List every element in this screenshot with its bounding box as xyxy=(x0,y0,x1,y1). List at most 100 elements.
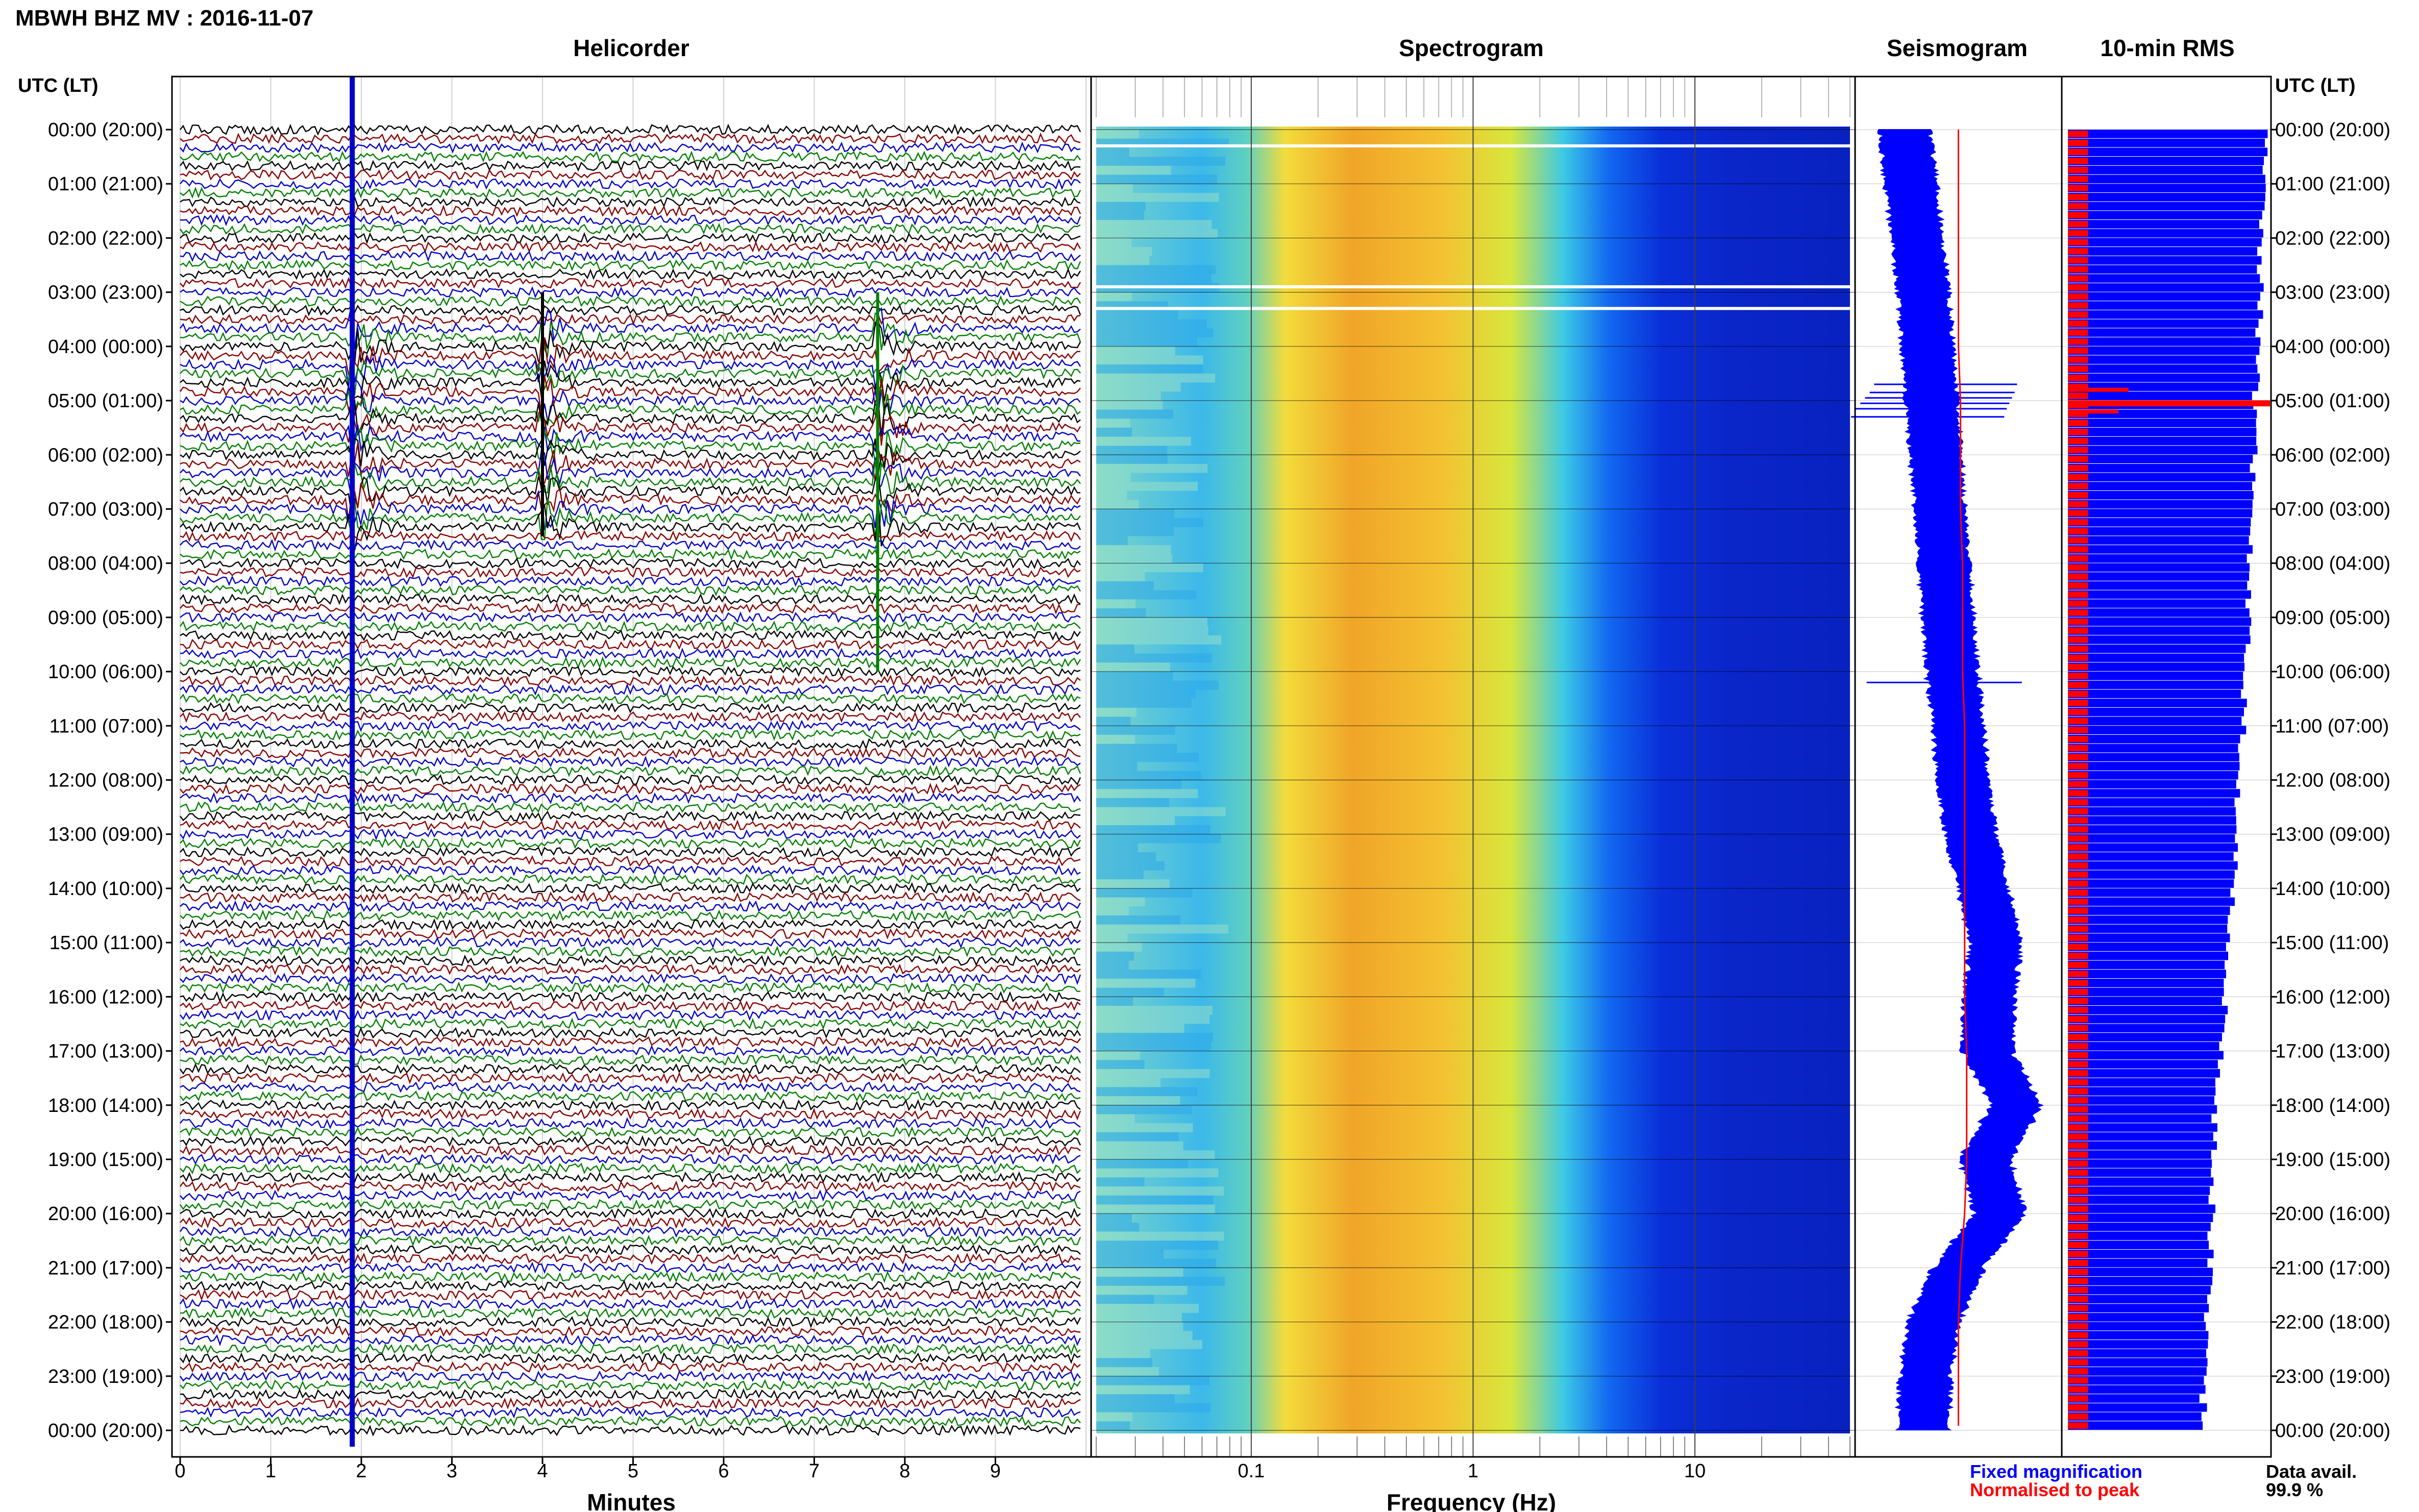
helicorder-trace xyxy=(180,1099,1081,1111)
helicorder-trace xyxy=(180,1406,1081,1419)
rms-fixed-bar xyxy=(2068,581,2248,590)
helicorder-trace xyxy=(180,999,1081,1012)
rms-normalised-bar xyxy=(2068,934,2088,941)
hour-tick-label-left: 12:00 (08:00) xyxy=(48,770,163,791)
spectrogram-texture-row xyxy=(1096,247,1152,256)
hour-tick-label-left: 21:00 (17:00) xyxy=(48,1257,163,1279)
rms-normalised-bar xyxy=(2068,781,2088,788)
spectrogram-texture-row xyxy=(1096,1331,1193,1340)
spectrogram-texture-row xyxy=(1096,1006,1213,1015)
spectrogram-texture-row xyxy=(1096,1195,1214,1205)
rms-fixed-bar xyxy=(2068,987,2224,997)
helicorder-trace xyxy=(180,337,1081,376)
rms-normalised-bar xyxy=(2068,1422,2088,1429)
spectrogram-texture-row xyxy=(1096,680,1219,690)
rms-fixed-bar xyxy=(2068,1376,2204,1385)
hour-tick-label-right: 13:00 (09:00) xyxy=(2275,824,2390,846)
helicorder-trace xyxy=(180,638,1081,651)
rms-normalised-bar xyxy=(2068,1341,2088,1348)
rms-normalised-bar xyxy=(2068,1070,2088,1077)
spectrogram-texture-row xyxy=(1096,572,1145,582)
helicorder-trace xyxy=(180,1180,1081,1193)
rms-fixed-bar xyxy=(2068,1123,2217,1132)
helicorder-trace xyxy=(180,828,1081,840)
rms-normalised-bar xyxy=(2068,158,2088,164)
spectrogram-texture-row xyxy=(1096,500,1139,509)
rms-fixed-bar xyxy=(2068,1014,2226,1024)
hour-tick-label-right: 19:00 (15:00) xyxy=(2275,1149,2390,1171)
helicorder-trace xyxy=(180,1135,1081,1148)
rms-fixed-bar xyxy=(2068,943,2226,951)
rms-fixed-bar xyxy=(2068,789,2240,798)
spectrogram-texture-row xyxy=(1096,202,1146,211)
rms-normalised-bar xyxy=(2068,1313,2088,1321)
hour-tick-label-right: 15:00 (11:00) xyxy=(2275,932,2389,954)
spectrogram-texture-row xyxy=(1096,184,1133,193)
rms-normalised-bar xyxy=(2068,275,2088,282)
helicorder-trace xyxy=(180,123,1081,136)
rms-normalised-bar xyxy=(2068,266,2088,273)
helicorder-trace xyxy=(180,936,1081,949)
legend-fixed: Fixed magnification xyxy=(1970,1461,2142,1482)
frequency-tick-label: 10 xyxy=(1684,1460,1706,1482)
hour-tick-label-left: 15:00 (11:00) xyxy=(50,932,163,954)
rms-normalised-bar xyxy=(2068,483,2088,490)
spectrogram-texture-row xyxy=(1096,292,1132,302)
hour-tick-label-left: 00:00 (20:00) xyxy=(48,1420,163,1442)
rms-normalised-bar xyxy=(2068,374,2088,381)
helicorder-trace xyxy=(180,1018,1081,1030)
spectrogram-texture-row xyxy=(1096,491,1127,500)
rms-normalised-bar xyxy=(2068,148,2088,156)
helicorder-trace xyxy=(180,1107,1081,1121)
minute-tick-label: 3 xyxy=(447,1460,457,1482)
minute-tick-label: 8 xyxy=(899,1460,910,1482)
rms-normalised-bar xyxy=(2068,790,2088,797)
spectrogram-texture-row xyxy=(1096,401,1163,410)
rms-fixed-bar xyxy=(2068,970,2227,978)
rms-normalised-bar xyxy=(2068,492,2088,499)
spectrogram-texture-row xyxy=(1096,165,1171,175)
helicorder-trace xyxy=(180,954,1081,967)
spectrogram-texture-row xyxy=(1096,527,1174,536)
rms-fixed-bar xyxy=(2068,617,2252,626)
spectrogram-texture-row xyxy=(1096,1304,1199,1313)
spectrogram-texture-row xyxy=(1096,445,1168,455)
hour-tick-label-right: 22:00 (18:00) xyxy=(2275,1312,2390,1333)
rms-normalised-bar xyxy=(2068,1079,2088,1086)
rms-fixed-bar xyxy=(2068,753,2239,762)
hour-tick-label-right: 20:00 (16:00) xyxy=(2275,1203,2390,1225)
spectrogram-texture-row xyxy=(1096,1132,1179,1142)
rms-normalised-bar xyxy=(2068,437,2088,444)
rms-normalised-bar xyxy=(2068,690,2088,698)
hour-tick-label-left: 05:00 (01:00) xyxy=(48,390,163,412)
rms-normalised-bar xyxy=(2068,1350,2088,1357)
rms-fixed-bar xyxy=(2068,852,2234,861)
spectrogram-texture-row xyxy=(1096,789,1198,798)
rms-peak-marker xyxy=(2068,387,2129,392)
rms-normalised-bar xyxy=(2068,365,2088,372)
helicorder-trace xyxy=(180,501,1081,551)
helicorder-trace xyxy=(180,801,1081,813)
hour-tick-label-right: 07:00 (03:00) xyxy=(2275,499,2390,520)
helicorder-trace xyxy=(180,611,1081,624)
spectrogram-texture-row xyxy=(1096,1123,1193,1132)
hour-tick-label-left: 10:00 (06:00) xyxy=(48,661,163,683)
rms-normalised-bar xyxy=(2068,1043,2088,1050)
spectrogram-texture-row xyxy=(1096,762,1138,771)
rms-fixed-bar xyxy=(2068,1412,2202,1421)
helicorder-trace xyxy=(180,151,1081,163)
rms-normalised-bar xyxy=(2068,1323,2088,1330)
rms-normalised-bar xyxy=(2068,429,2088,435)
helicorder-trace xyxy=(180,602,1081,615)
rms-fixed-bar xyxy=(2068,1241,2209,1249)
rms-fixed-bar xyxy=(2068,743,2238,753)
spectrogram-texture-row xyxy=(1096,482,1198,491)
rms-normalised-bar xyxy=(2068,907,2088,914)
helicorder-trace xyxy=(180,295,1081,307)
rms-normalised-bar xyxy=(2068,1269,2088,1276)
spectrogram-texture-row xyxy=(1096,1105,1192,1114)
rms-normalised-bar xyxy=(2068,862,2088,869)
hour-tick-label-right: 17:00 (13:00) xyxy=(2275,1041,2390,1062)
rms-normalised-bar xyxy=(2068,1377,2088,1384)
helicorder-trace xyxy=(180,1279,1081,1292)
